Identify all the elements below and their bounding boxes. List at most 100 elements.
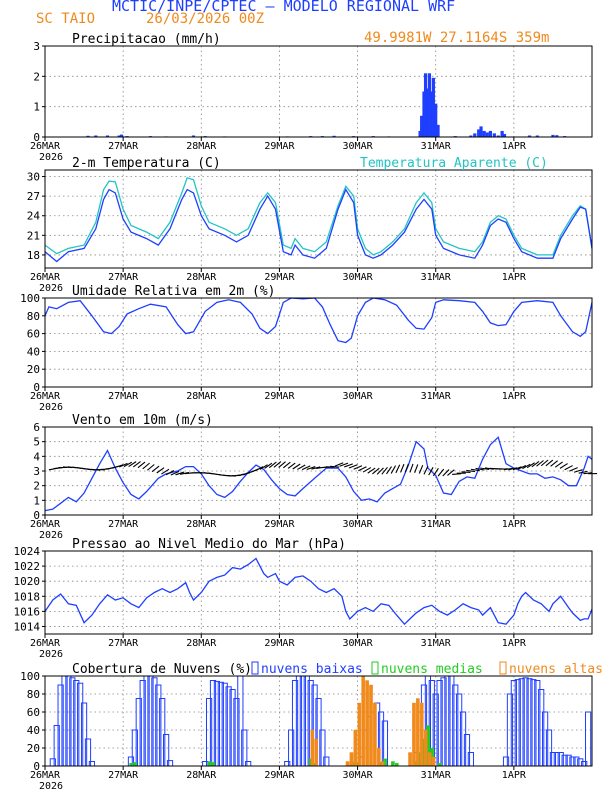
wind-vector (526, 462, 535, 469)
precip-bar (500, 130, 504, 137)
y-tick-label: 6 (33, 421, 40, 434)
legend-swatch (371, 661, 379, 675)
cloud-bar-nuvens-baixas (73, 680, 80, 767)
wind-vector (156, 467, 165, 474)
cloud-bar-nuvens-baixas (577, 758, 584, 767)
wind-vector (418, 464, 424, 474)
x-tick-label: 26MAR (30, 638, 61, 649)
panel-title: Cobertura de Nuvens (%) (72, 662, 252, 677)
precip-bar (332, 135, 336, 137)
precip-bar (420, 115, 424, 137)
cloud-bar-nuvens-altas (431, 756, 436, 767)
cloud-bar-nuvens-altas (345, 761, 350, 767)
x-tick-label: 30MAR (343, 770, 374, 781)
wind-vector (381, 466, 388, 475)
x-tick-label: 28MAR (186, 141, 217, 152)
y-tick-label: 1024 (14, 545, 41, 558)
cloud-bar-nuvens-baixas (221, 682, 228, 767)
cloud-bar-nuvens-medias (211, 762, 216, 767)
x-tick-label: 27MAR (108, 391, 139, 402)
y-tick-label: 1016 (14, 605, 41, 618)
cloud-bar-nuvens-baixas (467, 752, 474, 767)
wind-vector (452, 473, 462, 475)
x-tick-label: 26MAR (30, 519, 61, 530)
cloud-bar-nuvens-baixas (166, 760, 174, 767)
wind-vector (264, 462, 273, 469)
cloud-bar-nuvens-baixas (534, 680, 541, 767)
y-tick-label: 2 (33, 480, 40, 493)
x-tick-label: 1APR (502, 519, 527, 530)
x-tick-label: 27MAR (108, 519, 139, 530)
wind-vector (119, 462, 128, 468)
wind-vector (409, 463, 414, 473)
cloud-bar-nuvens-baixas (561, 754, 568, 767)
precip-bar (477, 129, 481, 137)
cloud-bar-nuvens-baixas (581, 761, 588, 767)
wind-vector (137, 461, 146, 469)
x-tick-label: 28MAR (186, 391, 217, 402)
precip-bar (431, 77, 435, 137)
x-tick-label: 29MAR (264, 391, 295, 402)
x-tick-label: 30MAR (343, 638, 374, 649)
y-tick-label: 3 (33, 40, 40, 53)
x-tick-label: 31MAR (421, 638, 452, 649)
cloud-bar-nuvens-altas (427, 752, 432, 767)
wind-vector (550, 460, 558, 467)
precip-bar (423, 73, 428, 137)
cloud-bar-nuvens-altas (353, 729, 358, 767)
cloud-bar-nuvens-baixas (88, 761, 95, 767)
wind-vector (348, 464, 358, 469)
legend-label: nuvens altas (509, 662, 603, 677)
panel-6 (42, 675, 593, 770)
wind-vector (442, 469, 450, 477)
wind-vector (165, 469, 175, 476)
panel-5 (42, 550, 593, 638)
wind-vector (311, 466, 321, 470)
cloud-bar-nuvens-baixas (569, 756, 576, 767)
wind-vector (522, 463, 531, 470)
wind-vector (372, 467, 380, 475)
x-tick-label: 31MAR (421, 770, 452, 781)
cloud-bar-nuvens-baixas (459, 711, 467, 767)
y-tick-label: 1 (33, 101, 40, 114)
wind-vector (142, 462, 150, 470)
cloud-bar-nuvens-baixas (452, 684, 459, 767)
cloud-bar-nuvens-altas (419, 702, 424, 767)
x-tick-label: 27MAR (108, 272, 139, 283)
precip-bar (482, 130, 486, 137)
cloud-bar-nuvens-baixas (448, 675, 455, 767)
x-tick-label: 27MAR (108, 770, 139, 781)
wind-vector (132, 461, 141, 468)
cloud-bar-nuvens-altas (377, 747, 381, 767)
cloud-bar-nuvens-baixas (284, 761, 291, 767)
x-tick-label: 28MAR (186, 638, 217, 649)
cloud-bar-nuvens-baixas (135, 698, 142, 767)
series-line-Umidade-Relativa (44, 297, 593, 344)
wind-vector (395, 464, 401, 474)
cloud-bar-nuvens-baixas (80, 702, 88, 767)
wind-vector (475, 467, 485, 471)
cloud-bar-nuvens-altas (357, 702, 362, 767)
page-title: MCTIC/INPE/CPTEC – MODELO REGIONAL WRF (112, 0, 456, 15)
x-tick-label: 26MAR (30, 141, 61, 152)
cloud-bar-nuvens-baixas (202, 761, 209, 767)
wind-vector (353, 465, 363, 470)
wind-vector (367, 467, 376, 474)
cloud-bar-nuvens-altas (373, 702, 377, 767)
x-tick-label: 28MAR (186, 272, 217, 283)
cloud-bar-nuvens-baixas (206, 698, 213, 767)
cloud-bar-nuvens-baixas (143, 675, 150, 767)
cloud-bar-nuvens-baixas (291, 680, 299, 767)
x-tick-label: 31MAR (421, 391, 452, 402)
cloud-bar-nuvens-baixas (514, 679, 521, 767)
precip-bar (551, 134, 555, 137)
x-tick-label: 1APR (502, 770, 527, 781)
x-year-label: 2026 (39, 283, 63, 294)
wind-vector (128, 461, 137, 468)
x-tick-label: 30MAR (343, 391, 374, 402)
cloud-bar-nuvens-baixas (502, 756, 510, 767)
wind-vector (339, 462, 349, 467)
wind-vector (273, 461, 282, 468)
panel-3 (42, 297, 593, 391)
x-year-label: 2026 (39, 402, 63, 413)
